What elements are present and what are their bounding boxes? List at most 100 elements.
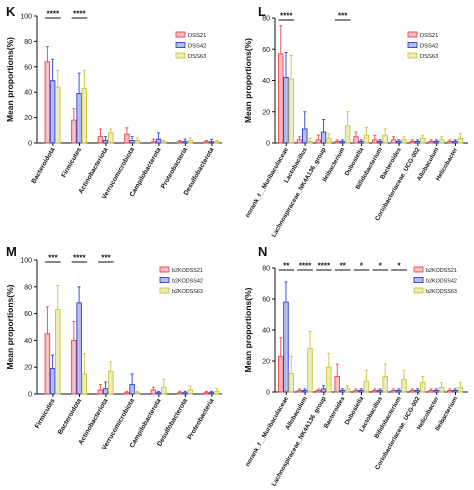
panel-letter: M	[6, 244, 17, 259]
bar-dss63-4	[363, 134, 370, 144]
bar-dss42-2	[102, 140, 109, 144]
legend-swatch-dss21	[175, 31, 186, 38]
x-tick-label: Firmicutes	[60, 146, 83, 179]
bar-dss42-8	[433, 140, 440, 144]
bar-b2kodss63-6	[214, 390, 220, 395]
x-tick-label: Bacteroidota	[57, 397, 83, 436]
bar-dss63-2	[108, 132, 114, 144]
bar-b2kodss42-3	[339, 390, 346, 393]
bar-b2kodss21-8	[428, 390, 434, 393]
bar-dss21-0	[278, 53, 284, 144]
bar-b2kodss21-1	[71, 339, 77, 395]
bar-dss63-5	[187, 140, 194, 144]
bar-b2kodss42-2	[320, 388, 327, 393]
bar-dss42-2	[320, 131, 327, 144]
significance-label: ***	[48, 254, 58, 263]
y-axis-label: Mean proportions(%)	[243, 38, 253, 123]
bar-b2kodss42-6	[208, 392, 215, 395]
bar-dss63-2	[326, 137, 332, 144]
x-tick-label: Actinobacteriota	[78, 146, 110, 195]
bar-dss42-3	[129, 140, 135, 144]
bar-b2kodss42-9	[452, 390, 458, 393]
panel-M: M 0 20 40 60 80 100 Mean proportions(%) Firmicut…	[5, 244, 222, 451]
significance-label: ****	[318, 262, 331, 271]
x-tick-label: Proteobacteria	[186, 397, 215, 441]
bar-dss63-1	[81, 87, 88, 144]
bar-b2kodss42-1	[302, 390, 308, 393]
y-tick-label: 80	[24, 39, 32, 46]
bar-b2kodss21-6	[390, 390, 397, 393]
bar-b2kodss21-1	[296, 390, 303, 393]
panel-N: N 0 20 40 60 80 Mean proportions(%) norank_f__M…	[243, 244, 468, 487]
significance-label: ****	[280, 12, 293, 21]
legend-swatch-b2kodss21	[159, 266, 170, 273]
bar-b2kodss42-4	[155, 392, 162, 395]
bar-b2kodss21-2	[315, 390, 322, 393]
legend-label: b2KODSS42	[426, 279, 457, 285]
bar-b2kodss21-0	[278, 355, 284, 393]
bar-b2kodss42-7	[414, 390, 421, 393]
bar-b2kodss42-0	[283, 301, 289, 393]
bar-b2kodss63-2	[108, 370, 114, 395]
x-tick-label: Desulfobacterota	[183, 146, 216, 196]
y-tick-label: 100	[20, 14, 32, 21]
bar-dss42-1	[302, 128, 308, 144]
bar-dss21-1	[296, 139, 303, 144]
significance-label: ****	[73, 10, 86, 19]
bar-dss42-6	[396, 140, 402, 144]
significance-label: ***	[101, 254, 111, 263]
bar-b2kodss63-5	[187, 389, 194, 395]
legend-label: b2KODSS42	[172, 279, 203, 285]
bar-dss42-6	[208, 141, 215, 144]
y-tick-label: 40	[262, 328, 270, 335]
legend-label: b2KODSS21	[172, 268, 203, 274]
bar-dss21-3	[334, 140, 340, 144]
y-tick-label: 60	[24, 64, 32, 71]
significance-label: ****	[73, 254, 86, 263]
legend-label: DSS63	[188, 54, 206, 60]
legend-swatch-dss63	[407, 52, 418, 59]
bar-dss63-3	[134, 140, 141, 144]
bar-b2kodss21-3	[124, 392, 130, 395]
legend-swatch-dss42	[175, 42, 186, 48]
y-tick-label: 40	[262, 78, 270, 85]
bar-b2kodss42-1	[76, 302, 82, 395]
panel-letter: N	[258, 244, 267, 259]
legend-swatch-b2kodss42	[159, 277, 170, 283]
bar-dss63-5	[382, 134, 388, 144]
bar-b2kodss63-1	[81, 373, 88, 395]
bar-b2kodss21-4	[353, 390, 359, 393]
bar-dss63-6	[401, 139, 407, 144]
bar-dss42-4	[155, 138, 162, 144]
bar-dss21-5	[177, 141, 183, 144]
bar-dss42-5	[377, 140, 383, 144]
significance-label: ****	[47, 10, 60, 19]
bar-dss63-4	[161, 141, 167, 144]
significance-label: *	[360, 262, 364, 271]
bar-b2kodss42-5	[377, 390, 383, 393]
y-tick-label: 40	[24, 90, 32, 97]
legend-label: b2KODSS21	[426, 268, 457, 274]
x-tick-label: Firmicutes	[34, 397, 57, 430]
x-tick-label: norank_f__Muribaculaceae	[244, 395, 290, 468]
bar-dss21-4	[353, 136, 359, 144]
bar-b2kodss63-0	[55, 309, 61, 395]
bar-b2kodss63-9	[457, 386, 464, 393]
bar-dss42-9	[452, 140, 458, 144]
legend-swatch-dss63	[175, 52, 186, 59]
legend-label: DSS63	[420, 54, 438, 60]
bar-dss21-3	[124, 133, 130, 144]
legend-label: DSS42	[420, 44, 438, 50]
bar-b2kodss21-5	[177, 392, 183, 395]
bar-dss63-0	[288, 78, 294, 144]
panel-K: K 0 20 40 60 80 100 Mean proportions(%) Bacteroi…	[5, 4, 222, 200]
bar-dss21-4	[150, 141, 157, 144]
legend-swatch-dss21	[407, 31, 418, 38]
bar-b2kodss63-5	[382, 376, 388, 393]
x-tick-label: norank_f__Muribaculaceae	[244, 146, 290, 219]
legend-label: DSS21	[420, 33, 438, 39]
significance-label: **	[283, 262, 290, 271]
legend-swatch-b2kodss63	[413, 287, 424, 294]
legend-label: DSS21	[188, 33, 206, 39]
